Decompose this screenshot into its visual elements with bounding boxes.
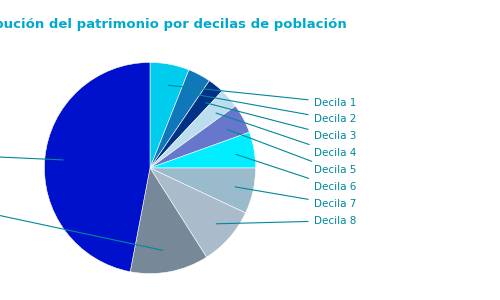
Text: Decila 7: Decila 7 (235, 187, 356, 209)
Text: Decila 9: Decila 9 (0, 203, 163, 250)
Wedge shape (150, 81, 222, 168)
Text: Decila 8: Decila 8 (216, 216, 356, 226)
Text: Decila 4: Decila 4 (216, 113, 356, 158)
Text: Decila 6: Decila 6 (236, 154, 356, 192)
Wedge shape (150, 132, 256, 168)
Wedge shape (150, 62, 189, 168)
Wedge shape (150, 168, 246, 257)
Wedge shape (130, 168, 206, 274)
Text: Decila 5: Decila 5 (228, 130, 356, 175)
Text: Decila 1: Decila 1 (168, 85, 356, 107)
Wedge shape (150, 168, 256, 213)
Wedge shape (150, 106, 250, 168)
Wedge shape (150, 91, 236, 168)
Title: Distribución del patrimonio por decilas de población: Distribución del patrimonio por decilas … (0, 18, 347, 31)
Text: Decila 10: Decila 10 (0, 150, 63, 160)
Wedge shape (150, 70, 210, 168)
Text: Decila 3: Decila 3 (206, 103, 356, 141)
Wedge shape (44, 62, 150, 272)
Text: Decila 2: Decila 2 (192, 94, 356, 124)
